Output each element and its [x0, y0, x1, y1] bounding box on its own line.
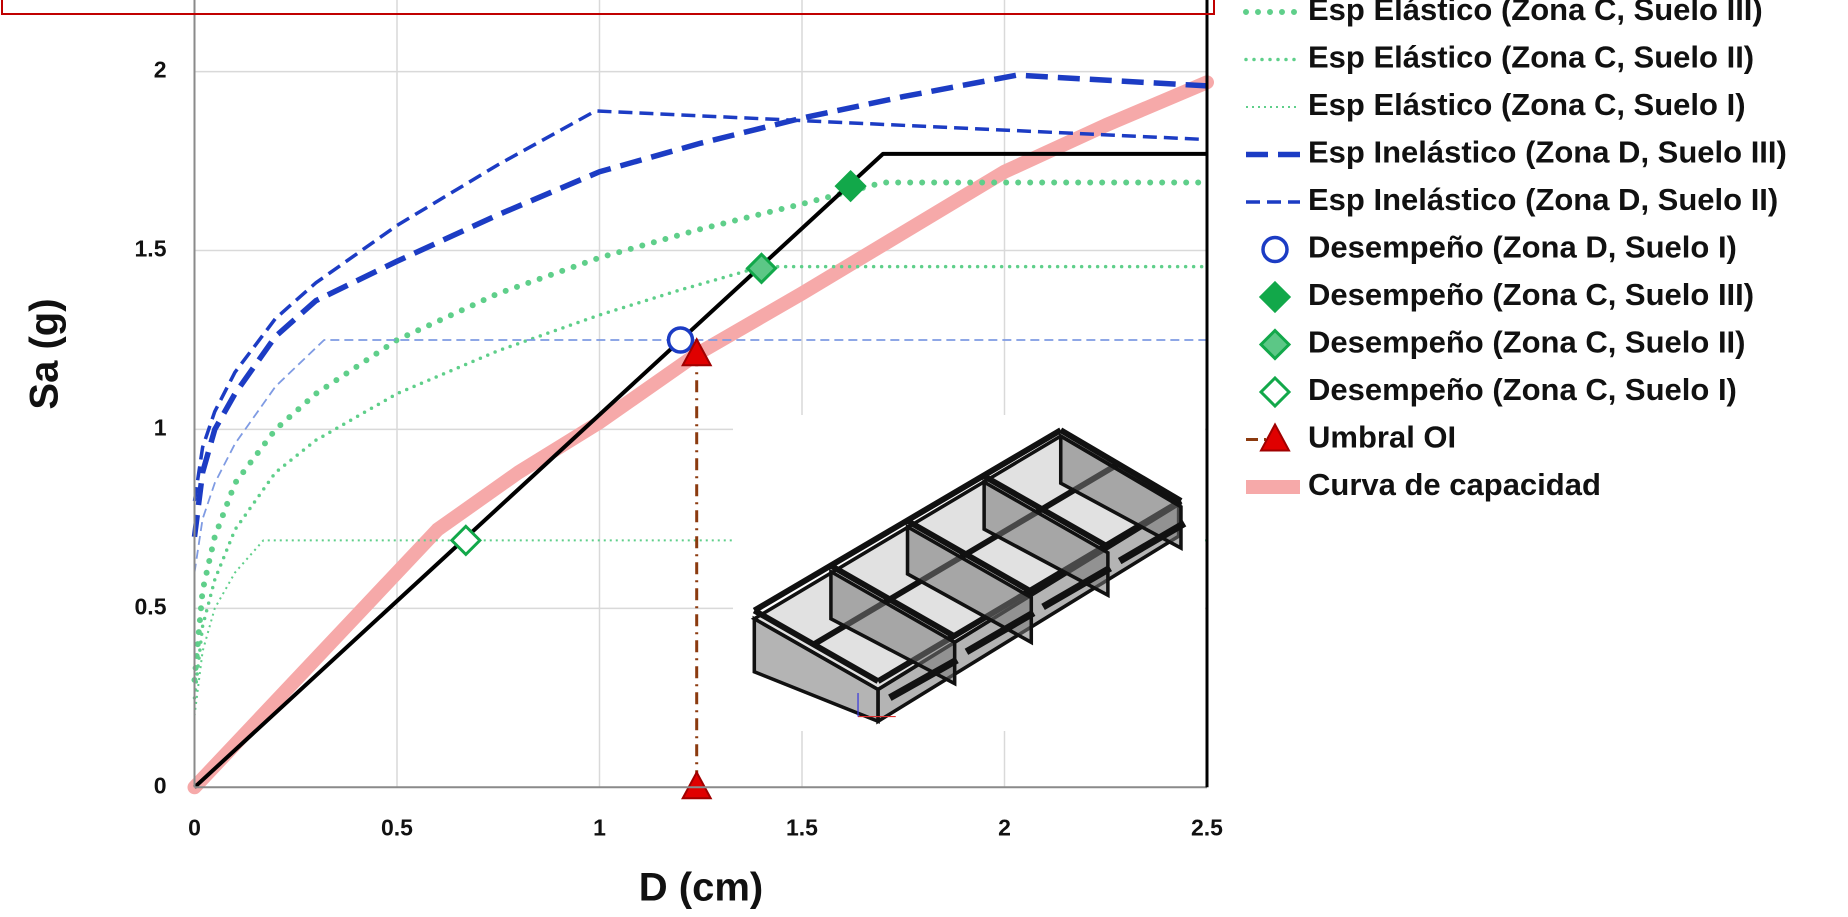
- x-tick-label: 0.5: [381, 814, 413, 840]
- marker: [1263, 238, 1287, 262]
- legend-label: Desempeño (Zona D, Suelo I): [1308, 230, 1737, 265]
- y-tick-label: 0: [154, 772, 167, 798]
- chart: 0 0.5 1 1.5 2 2.5 0 0.5 1 1.5 2 Esp Elástico (Zona…: [0, 0, 1848, 917]
- legend-entry: Desempeño (Zona C, Suelo II): [1261, 325, 1746, 360]
- legend-label: Esp Inelástico (Zona D, Suelo II): [1308, 182, 1778, 217]
- y-tick-label: 1: [154, 415, 167, 441]
- legend-entry: Desempeño (Zona D, Suelo I): [1263, 230, 1737, 265]
- legend-entry: Esp Inelástico (Zona D, Suelo III): [1246, 135, 1787, 170]
- legend-entry: Esp Elástico (Zona C, Suelo II): [1246, 40, 1754, 75]
- legend-entry: Esp Elástico (Zona C, Suelo I): [1246, 87, 1746, 122]
- legend-label: Desempeño (Zona C, Suelo I): [1308, 372, 1737, 407]
- legend-label: Umbral OI: [1308, 420, 1456, 455]
- legend-label: Curva de capacidad: [1308, 467, 1601, 502]
- x-tick-label: 1: [593, 814, 606, 840]
- legend-label: Esp Elástico (Zona C, Suelo I): [1308, 87, 1746, 122]
- y-axis-title: Sa (g): [23, 298, 67, 409]
- x-tick-label: 1.5: [786, 814, 818, 840]
- x-tick-label: 0: [188, 814, 201, 840]
- legend-label: Esp Inelástico (Zona D, Suelo III): [1308, 135, 1787, 170]
- y-tick-label: 2: [154, 57, 167, 83]
- x-tick-label: 2: [998, 814, 1011, 840]
- legend-entry: Esp Elástico (Zona C, Suelo III): [1246, 0, 1763, 27]
- x-axis-title: D (cm): [639, 866, 763, 910]
- y-tick-label: 1.5: [135, 236, 167, 262]
- marker: [669, 328, 693, 352]
- legend-label: Esp Elástico (Zona C, Suelo II): [1308, 40, 1754, 75]
- x-tick-label: 2.5: [1191, 814, 1223, 840]
- legend-entry: Desempeño (Zona C, Suelo I): [1261, 372, 1737, 407]
- legend-entry: Esp Inelástico (Zona D, Suelo II): [1246, 182, 1778, 217]
- legend-entry: Desempeño (Zona C, Suelo III): [1261, 277, 1754, 312]
- structure-inset: [733, 415, 1205, 731]
- legend-label: Desempeño (Zona C, Suelo II): [1308, 325, 1746, 360]
- y-tick-label: 0.5: [135, 593, 167, 619]
- legend-label: Desempeño (Zona C, Suelo III): [1308, 277, 1754, 312]
- legend-label: Esp Elástico (Zona C, Suelo III): [1308, 0, 1763, 27]
